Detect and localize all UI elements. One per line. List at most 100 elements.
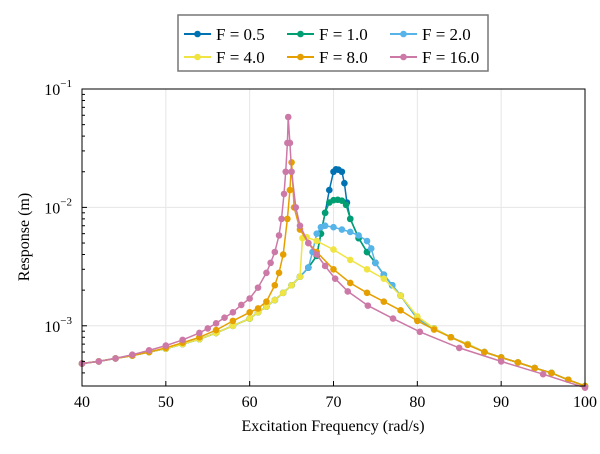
data-point xyxy=(321,222,329,230)
legend-label: F = 1.0 xyxy=(319,25,368,44)
data-point xyxy=(338,226,346,233)
data-point xyxy=(430,326,438,333)
data-point xyxy=(313,237,321,245)
data-point xyxy=(313,230,321,237)
y-axis-ticks: 10−3 10−2 10−1 xyxy=(44,78,87,374)
data-point xyxy=(346,228,354,236)
legend-dot-marker xyxy=(297,53,304,61)
data-point xyxy=(288,281,295,289)
data-point xyxy=(284,215,291,223)
data-point xyxy=(321,262,329,270)
x-axis-ticks: 40 50 60 70 80 90 100 xyxy=(74,381,597,411)
data-point xyxy=(112,355,119,362)
data-point xyxy=(514,359,522,366)
data-point xyxy=(196,329,203,337)
legend-item: F = 0.5 xyxy=(184,25,265,44)
data-point xyxy=(229,317,237,325)
data-point xyxy=(464,341,471,349)
data-point xyxy=(346,279,354,287)
data-point xyxy=(447,333,455,341)
data-point xyxy=(246,308,253,316)
data-point xyxy=(338,168,346,176)
data-point xyxy=(531,364,538,372)
data-point xyxy=(389,315,397,322)
data-point xyxy=(330,246,337,253)
data-point xyxy=(330,265,337,273)
y-tick-label: 10−3 xyxy=(44,315,72,336)
legend-box xyxy=(177,14,489,72)
legend-dot-marker xyxy=(194,30,201,38)
data-point xyxy=(275,269,283,277)
data-point xyxy=(284,113,292,121)
data-point xyxy=(397,307,404,314)
data-point xyxy=(162,342,170,349)
grid xyxy=(81,88,586,386)
data-point xyxy=(254,305,262,312)
data-point xyxy=(229,322,237,330)
data-point xyxy=(212,326,220,334)
data-point xyxy=(286,139,294,147)
y-tick-label: 10−2 xyxy=(44,196,72,217)
legend-item: F = 16.0 xyxy=(390,48,479,67)
data-point xyxy=(380,275,388,282)
data-point xyxy=(372,259,379,267)
legend-label: F = 16.0 xyxy=(422,48,479,67)
legend-label: F = 2.0 xyxy=(422,25,471,44)
data-point xyxy=(282,168,290,176)
data-point xyxy=(305,264,312,271)
y-axis-label: Response (m) xyxy=(16,193,33,281)
data-point xyxy=(330,223,337,231)
legend-dot-marker xyxy=(297,30,304,38)
data-point xyxy=(263,303,270,310)
data-point xyxy=(275,232,283,239)
data-point xyxy=(263,269,270,277)
data-point xyxy=(367,245,375,252)
data-point xyxy=(481,348,488,356)
data-point xyxy=(321,209,329,217)
data-point xyxy=(246,315,253,322)
data-point xyxy=(271,281,279,289)
y-tick-label: 10−1 xyxy=(44,78,72,99)
data-point xyxy=(204,325,212,332)
x-tick-label: 60 xyxy=(242,394,258,411)
legend-item: F = 8.0 xyxy=(287,48,368,67)
data-point xyxy=(279,289,287,297)
data-point xyxy=(145,347,153,354)
data-point xyxy=(364,302,372,309)
data-point xyxy=(346,256,354,264)
legend-dot-marker xyxy=(194,53,201,61)
data-point xyxy=(346,215,354,223)
x-tick-label: 80 xyxy=(409,394,425,411)
series-line xyxy=(81,116,586,389)
legend-item: F = 1.0 xyxy=(287,25,368,44)
data-point xyxy=(95,358,103,365)
data-point xyxy=(341,179,348,187)
series-f-16-0 xyxy=(78,113,589,391)
data-point xyxy=(254,284,262,291)
data-point xyxy=(313,251,321,258)
data-point xyxy=(414,317,421,325)
legend-item: F = 4.0 xyxy=(184,48,265,67)
data-point xyxy=(338,197,346,204)
data-point xyxy=(271,296,279,304)
data-point xyxy=(263,298,270,305)
data-point xyxy=(363,289,371,297)
data-point xyxy=(455,344,463,352)
x-tick-label: 40 xyxy=(74,394,90,411)
data-point xyxy=(363,265,371,273)
x-tick-label: 90 xyxy=(493,394,509,411)
x-tick-label: 50 xyxy=(158,394,174,411)
data-point xyxy=(267,259,274,267)
legend: F = 0.5 F = 1.0 F = 2.0 F = 4.0 F = 8.0 F = 1… xyxy=(177,14,489,72)
data-point xyxy=(129,351,136,358)
data-point xyxy=(388,281,396,289)
data-point xyxy=(229,308,237,316)
data-point xyxy=(288,168,295,176)
data-point xyxy=(296,273,304,280)
data-point xyxy=(380,298,388,305)
data-point xyxy=(179,336,186,344)
data-point xyxy=(237,301,245,309)
data-point xyxy=(539,370,547,378)
data-point xyxy=(342,201,350,209)
data-point xyxy=(212,319,220,327)
